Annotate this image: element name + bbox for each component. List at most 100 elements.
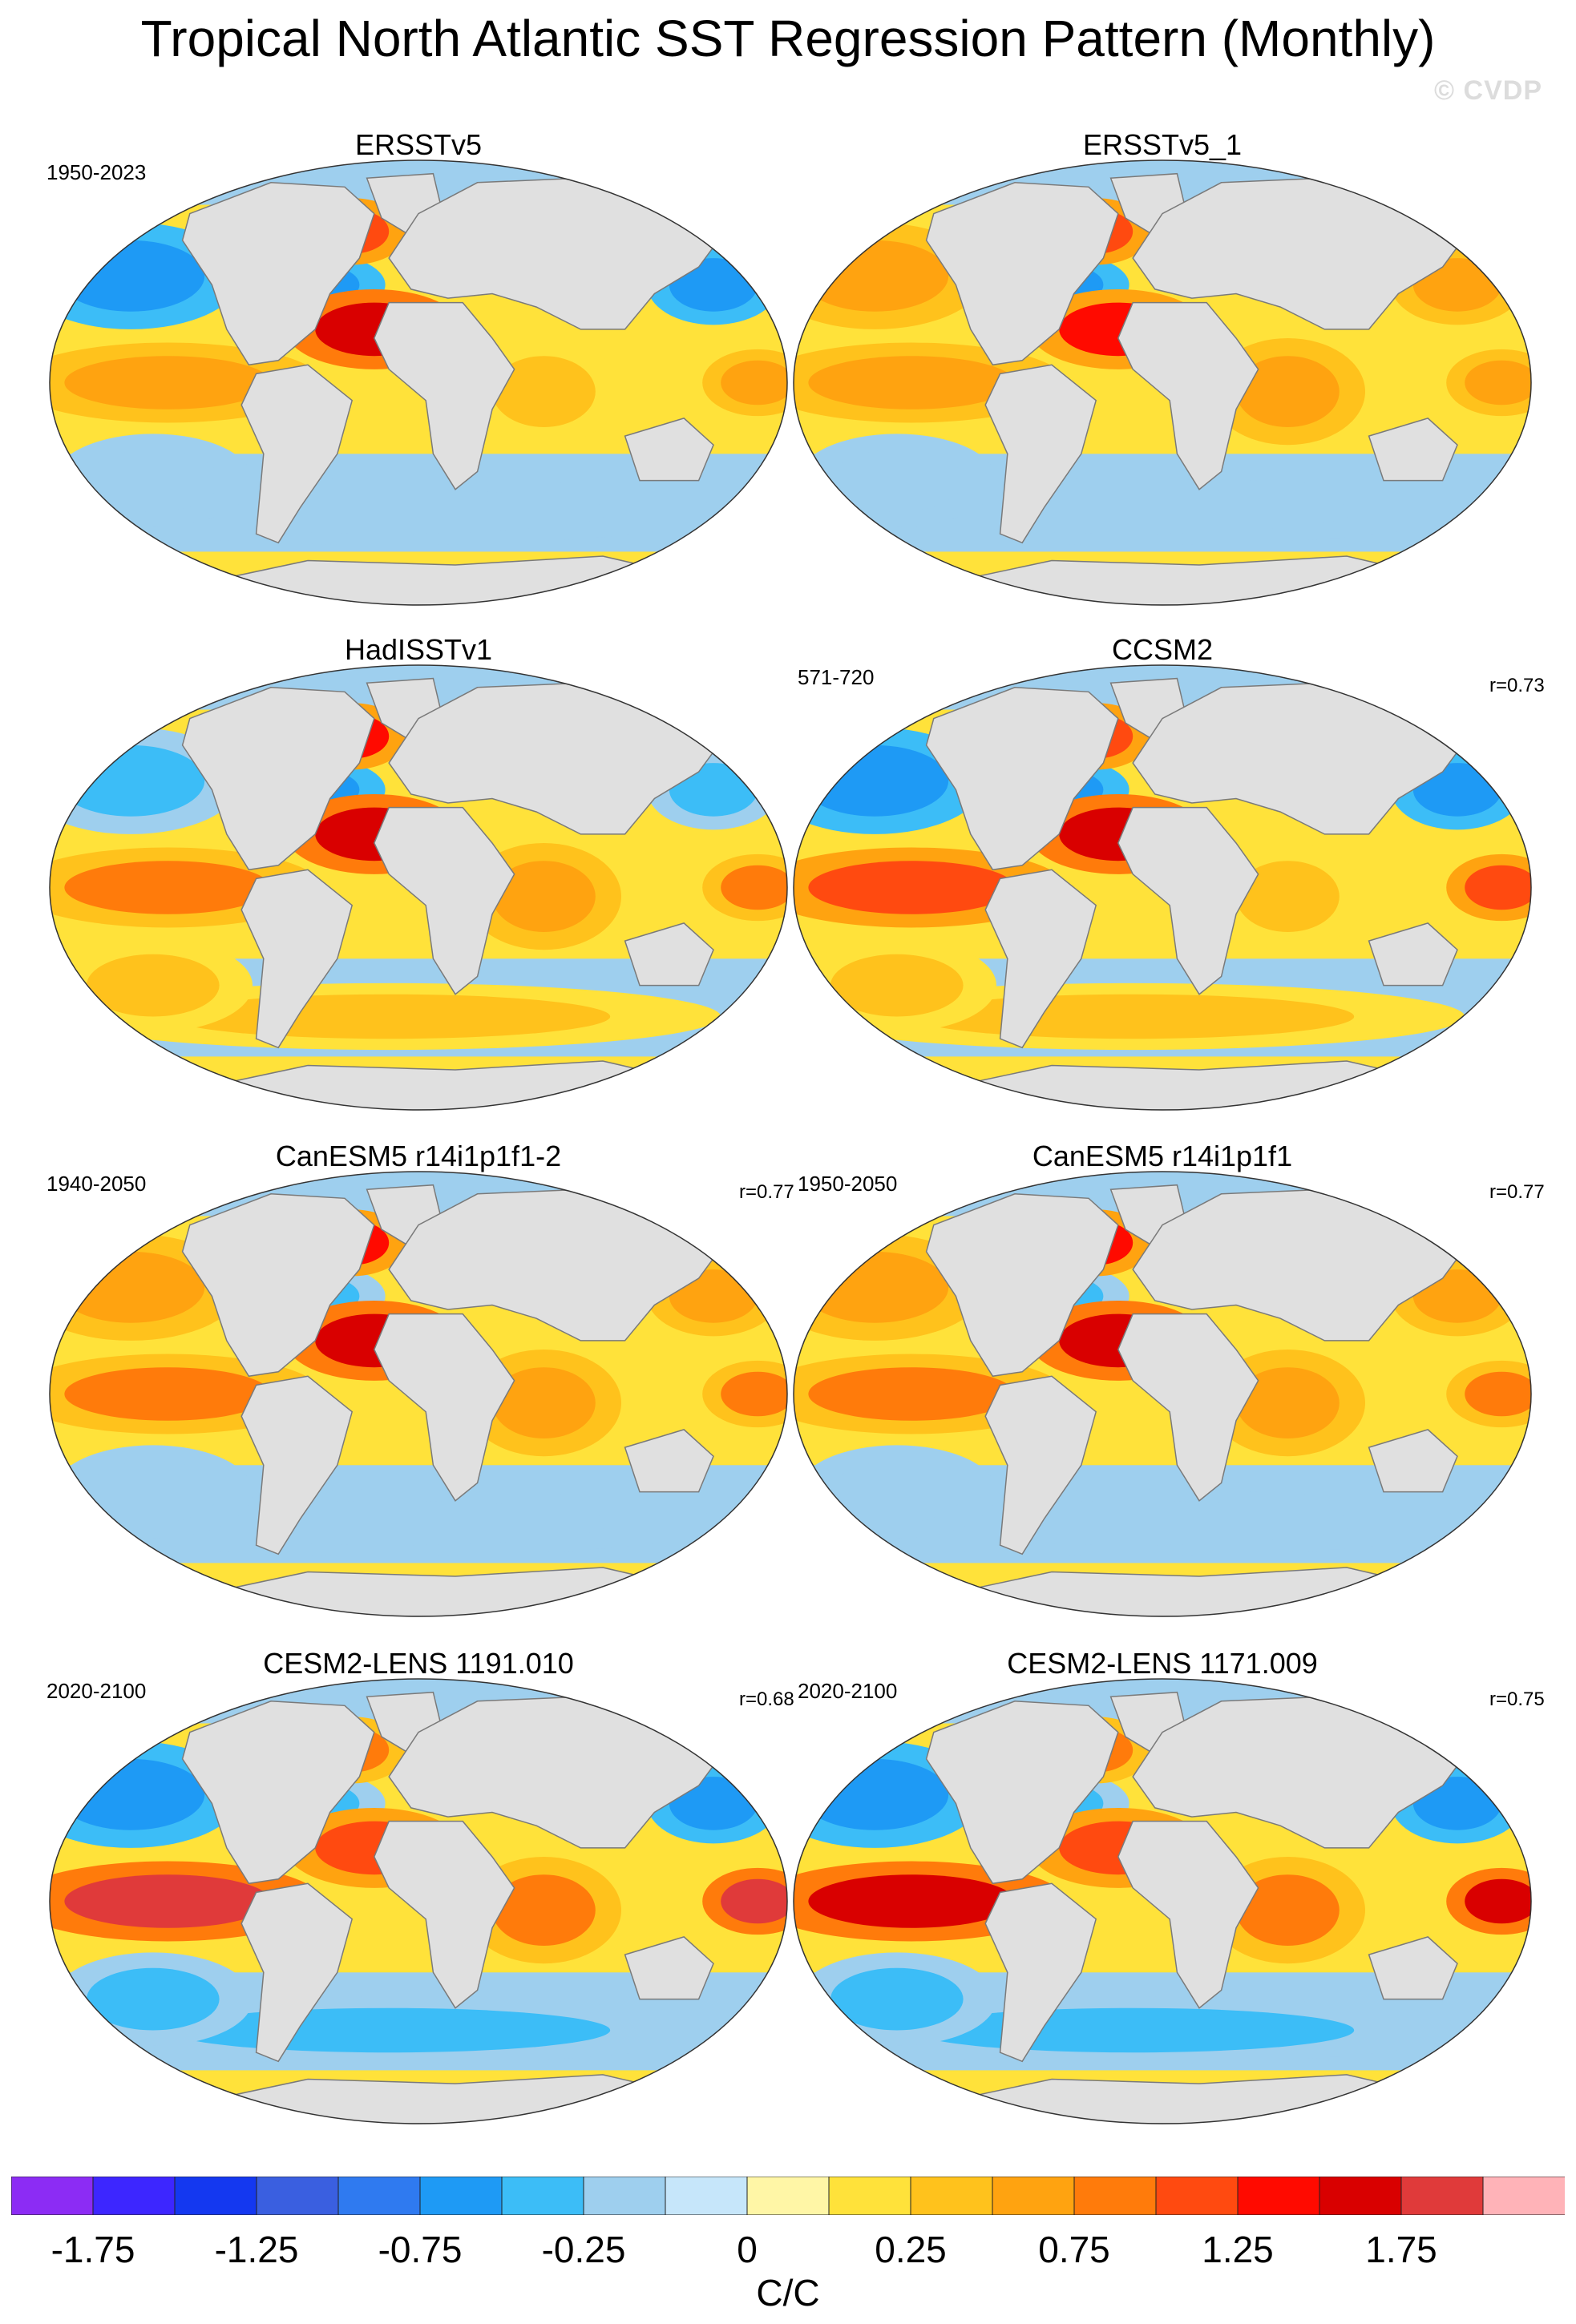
anomaly-core-indian_ocean	[492, 861, 596, 932]
panel-period-label: 2020-2100	[798, 1679, 898, 1703]
anomaly-core-eastern_tropical_pacific	[808, 1367, 1015, 1421]
panel-correlation-label: r=0.77	[739, 1181, 794, 1203]
continent-southAmerica	[984, 1375, 1097, 1555]
continent-africa	[1117, 806, 1259, 995]
colorbar-tick-label: 0	[737, 2229, 758, 2270]
continent-australia	[1368, 1429, 1458, 1493]
anomaly-core-indian_ocean	[1236, 1367, 1340, 1438]
anomaly-core-southern_ocean	[830, 449, 964, 512]
panel-title: ERSSTv5	[354, 128, 483, 161]
colorbar-tick-label: 0.25	[875, 2229, 947, 2270]
map-border	[793, 664, 1532, 1111]
anomaly-core-eastern_tropical_pacific	[64, 1367, 271, 1421]
anomaly-core-eastern_tropical_pacific	[64, 356, 271, 410]
continent-australia	[624, 922, 714, 986]
continent-africa	[1117, 1820, 1259, 2009]
map-border	[49, 1171, 788, 1617]
anomaly-core-indian_ocean	[1236, 1874, 1340, 1947]
continent-northAmerica	[925, 182, 1119, 366]
anomaly-core-southern_ocean	[87, 954, 220, 1017]
anomaly-core-north_pacific_central	[57, 240, 205, 312]
continent-eurasia	[1132, 682, 1473, 835]
anomaly-core-eastern_tropical_pacific	[808, 861, 1015, 914]
continent-southAmerica	[240, 1882, 354, 2063]
continent-africa	[373, 806, 515, 995]
colorbar-swatch	[1155, 2177, 1239, 2215]
map-panel-4	[793, 664, 1532, 1111]
anomaly-core-southern_ocean	[87, 1967, 220, 2031]
anomaly-core-eastern_tropical_pacific	[64, 1874, 271, 1928]
colorbar-tick-label: -1.25	[214, 2229, 299, 2270]
panel-correlation-label: r=0.77	[1489, 1181, 1545, 1203]
continent-eurasia	[388, 177, 729, 330]
continent-northAmerica	[181, 182, 375, 366]
colorbar-swatch	[1073, 2177, 1157, 2215]
colorbar-swatch	[665, 2177, 748, 2215]
continent-southAmerica	[984, 364, 1097, 544]
anomaly-core-north_pacific_central	[57, 1758, 205, 1830]
colorbar-tick-label: 0.75	[1038, 2229, 1110, 2270]
colorbar-swatch	[1400, 2177, 1484, 2215]
continent-africa	[1117, 301, 1259, 490]
anomaly-core-southern_ocean	[830, 1460, 964, 1523]
anomaly-core-eastern_tropical_pacific	[721, 360, 787, 405]
continent-southAmerica	[240, 869, 354, 1049]
panel-correlation-label: r=0.73	[1489, 675, 1545, 696]
map-panel-5	[49, 1171, 788, 1617]
panel-period-label: 1940-2050	[46, 1172, 147, 1196]
anomaly-core-eastern_tropical_pacific	[808, 1874, 1015, 1928]
continent-southAmerica	[984, 1882, 1097, 2063]
continent-africa	[373, 301, 515, 490]
map-panel-2	[793, 159, 1532, 606]
map-border	[49, 159, 788, 606]
map-panel-6	[793, 1171, 1532, 1617]
anomaly-core-eastern_tropical_pacific	[1465, 1371, 1531, 1417]
panel-title: CESM2-LENS 1171.009	[1007, 1647, 1318, 1680]
map-panel-1	[49, 159, 788, 606]
panel-period-label: 2020-2100	[46, 1679, 147, 1703]
anomaly-core-north_pacific_central	[801, 240, 949, 312]
continent-northAmerica	[925, 1701, 1119, 1885]
panel-title: CanESM5 r14i1p1f1-2	[275, 1140, 562, 1172]
colorbar-tick-label: 1.25	[1202, 2229, 1274, 2270]
map-border	[793, 1678, 1532, 2124]
continent-eurasia	[1132, 1188, 1473, 1342]
colorbar-swatch	[828, 2177, 911, 2215]
colorbar-swatch	[337, 2177, 421, 2215]
panel-correlation-label: r=0.68	[739, 1689, 794, 1710]
panel-correlation-label: r=0.75	[1489, 1689, 1545, 1710]
anomaly-core-indian_ocean	[1236, 861, 1340, 932]
colorbar-tick-label: -1.75	[51, 2229, 135, 2270]
anomaly-core-eastern_tropical_pacific	[1465, 360, 1531, 405]
anomaly-core-eastern_tropical_pacific	[721, 865, 787, 910]
anomaly-core-southern_ocean	[87, 1460, 220, 1523]
continent-africa	[373, 1820, 515, 2009]
continent-australia	[1368, 1936, 1458, 2000]
continent-southAmerica	[984, 869, 1097, 1049]
colorbar-swatch	[174, 2177, 257, 2215]
continent-southAmerica	[240, 364, 354, 544]
continent-eurasia	[388, 1696, 729, 1849]
continent-australia	[1368, 418, 1458, 482]
anomaly-core-indian_ocean	[492, 1367, 596, 1438]
panel-title: CCSM2	[1111, 633, 1214, 666]
anomaly-core-eastern_tropical_pacific	[721, 1878, 787, 1924]
colorbar-swatch	[746, 2177, 830, 2215]
anomaly-core-eastern_tropical_pacific	[808, 356, 1015, 410]
anomaly-core-indian_ocean	[492, 1874, 596, 1947]
anomaly-core-north_pacific_central	[801, 1758, 949, 1830]
colorbar-swatch	[583, 2177, 666, 2215]
map-panels	[49, 159, 1532, 2124]
anomaly-core-eastern_tropical_pacific	[1465, 1878, 1531, 1924]
anomaly-core-indian_ocean	[492, 356, 596, 427]
chart-title: Tropical North Atlantic SST Regression P…	[140, 10, 1436, 67]
map-panel-8	[793, 1678, 1532, 2124]
map-panel-3	[49, 664, 788, 1111]
continent-northAmerica	[925, 1193, 1119, 1378]
colorbar	[11, 2177, 1565, 2215]
continent-australia	[624, 418, 714, 482]
colorbar-tick-label: -0.25	[541, 2229, 626, 2270]
anomaly-core-southern_ocean	[830, 1967, 964, 2031]
map-panel-7	[49, 1678, 788, 2124]
colorbar-swatch	[92, 2177, 176, 2215]
